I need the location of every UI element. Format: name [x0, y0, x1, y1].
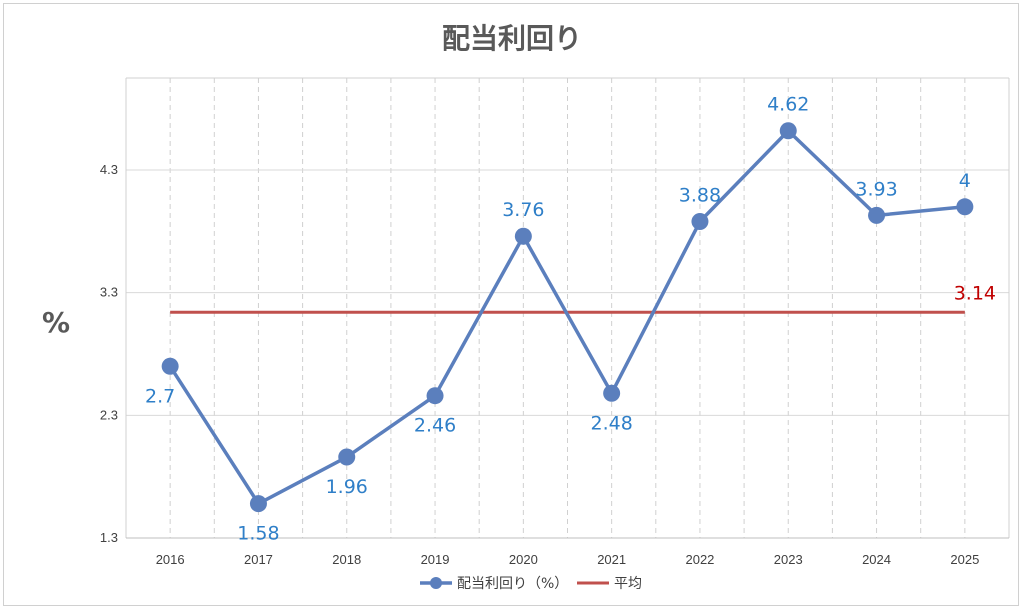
chart-title: 配当利回り [442, 22, 582, 55]
grid-lines [126, 78, 1009, 538]
point-data-label: 4 [959, 170, 971, 192]
point-data-label: 3.88 [679, 185, 721, 207]
point-data-label: 3.93 [855, 178, 897, 200]
point-data-label: 3.76 [502, 199, 544, 221]
data-labels: 2.7 1.58 1.96 2.46 3.76 2.48 3.88 4.62 3.93 4 [145, 94, 971, 545]
x-tick-label: 2022 [685, 552, 714, 567]
axes: 1.3 2.3 3.3 4.3 2016 2017 2018 2019 2020 2021 2022… [100, 77, 1010, 567]
x-tick-label: 2023 [774, 552, 803, 567]
point-data-label: 4.62 [767, 94, 809, 116]
data-point [161, 357, 179, 375]
x-tick-label: 2018 [332, 552, 361, 567]
y-tick-label: 1.3 [100, 530, 118, 545]
point-data-label: 2.46 [414, 415, 456, 437]
data-point [426, 387, 444, 405]
y-tick-label: 2.3 [100, 407, 118, 422]
x-tick-label: 2024 [862, 552, 891, 567]
y-tick-label: 3.3 [100, 285, 118, 300]
yield-series [161, 122, 974, 513]
x-tick-label: 2017 [244, 552, 273, 567]
point-data-label: 1.58 [237, 523, 279, 545]
average-data-label: 3.14 [954, 282, 996, 304]
data-point [249, 495, 267, 513]
legend-yield-label: 配当利回り（%） [457, 576, 568, 592]
data-point [868, 206, 886, 224]
average-series: 3.14 [170, 282, 996, 314]
x-tick-label: 2016 [156, 552, 185, 567]
legend-average-label: 平均 [614, 576, 642, 592]
data-point [779, 122, 797, 140]
legend: 配当利回り（%） 平均 [420, 576, 642, 592]
data-point [514, 227, 532, 245]
chart-frame [3, 3, 1019, 606]
yield-line [168, 128, 966, 506]
point-data-label: 2.48 [590, 412, 632, 434]
point-data-label: 1.96 [326, 476, 368, 498]
x-tick-label: 2021 [597, 552, 626, 567]
data-point [956, 198, 974, 216]
data-point [603, 384, 621, 402]
y-tick-label: 4.3 [100, 162, 118, 177]
y-axis-label: % [42, 306, 70, 339]
data-point [338, 448, 356, 466]
point-data-label: 2.7 [145, 385, 175, 407]
x-tick-label: 2025 [950, 552, 979, 567]
x-tick-label: 2019 [421, 552, 450, 567]
legend-yield-marker [430, 577, 442, 589]
data-point [691, 213, 709, 231]
x-tick-label: 2020 [509, 552, 538, 567]
